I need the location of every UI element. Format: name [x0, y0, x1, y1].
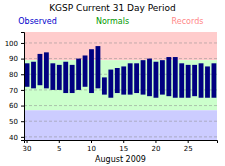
annotation: Records — [172, 17, 204, 26]
tick: 60 — [9, 102, 24, 110]
tick-mark — [21, 74, 24, 75]
tick-mark — [123, 140, 124, 143]
tick-label: 10 — [87, 145, 96, 153]
tick: 80 — [9, 71, 24, 79]
grid-line — [24, 121, 217, 122]
bar — [160, 60, 165, 94]
bar — [89, 49, 94, 93]
tick-mark — [59, 140, 60, 143]
tick-label: 60 — [9, 102, 18, 110]
tick: 30 — [23, 140, 32, 153]
tick-label: 30 — [23, 145, 32, 153]
tick-mark — [21, 90, 24, 91]
bar — [192, 65, 197, 96]
tick-mark — [21, 106, 24, 107]
y-axis: 40 50 60 70 80 90 100 — [5, 33, 25, 142]
bar — [186, 65, 191, 98]
tick: 15 — [119, 140, 128, 153]
bar — [44, 52, 49, 88]
bar — [57, 65, 62, 90]
annotation: Observed — [18, 17, 57, 26]
x-axis-title: August 2009 — [95, 155, 146, 164]
tick: 40 — [9, 134, 24, 142]
tick-label: 20 — [151, 145, 160, 153]
tick: 100 — [5, 40, 24, 48]
band — [24, 60, 217, 110]
bar — [212, 63, 217, 97]
tick-mark — [91, 140, 92, 143]
tick-label: 100 — [5, 40, 18, 48]
tick: 90 — [9, 55, 24, 63]
bar — [70, 65, 75, 93]
bar — [128, 63, 133, 94]
bar — [121, 66, 126, 94]
axis-line — [25, 141, 218, 144]
bar — [147, 59, 152, 97]
bar — [76, 59, 81, 90]
bar — [25, 63, 30, 86]
tick-label: 90 — [9, 55, 18, 63]
bar — [154, 62, 159, 98]
tick-mark — [21, 43, 24, 44]
bar — [173, 57, 178, 98]
tick-mark — [188, 140, 189, 143]
tick: 70 — [9, 87, 24, 95]
grid-line — [24, 105, 217, 106]
tick-label: 40 — [9, 134, 18, 142]
band — [24, 32, 217, 60]
bar — [134, 63, 139, 93]
tick-mark — [21, 121, 24, 122]
tick-label: 15 — [119, 145, 128, 153]
x-axis: 30 5 10 15 20 25 — [23, 140, 218, 153]
bar — [96, 46, 101, 88]
grid-line — [24, 136, 217, 137]
bar — [38, 54, 43, 85]
plot-area — [24, 32, 217, 140]
tick-mark — [21, 137, 24, 138]
title: KGSP Current 31 Day Period — [49, 3, 176, 13]
tick: 20 — [151, 140, 160, 153]
tick-label: 80 — [9, 71, 18, 79]
tick: 25 — [184, 140, 193, 153]
tick-label: 50 — [9, 118, 18, 126]
bar — [102, 77, 107, 94]
tick-mark — [21, 59, 24, 60]
grid-line — [24, 42, 217, 43]
bar — [115, 68, 120, 93]
bar — [179, 63, 184, 97]
chart: 40 50 60 70 80 90 100 30 5 10 15 20 25 August 2009 KGS… — [0, 0, 225, 166]
bar — [141, 60, 146, 94]
axis-line — [21, 33, 25, 141]
tick-label: 5 — [57, 145, 61, 153]
bar — [63, 62, 68, 93]
band — [24, 110, 217, 140]
tick-label: 70 — [9, 87, 18, 95]
bar — [83, 55, 88, 86]
bar — [50, 63, 55, 90]
bar — [108, 70, 113, 98]
tick-label: 25 — [184, 145, 193, 153]
annotation: Normals — [96, 17, 129, 26]
bar — [166, 57, 171, 96]
tick: 5 — [57, 140, 61, 153]
tick-mark — [155, 140, 156, 143]
tick: 50 — [9, 118, 24, 126]
bar — [205, 66, 210, 97]
bar — [31, 62, 36, 89]
tick-mark — [27, 140, 28, 143]
bar — [199, 63, 204, 97]
grid-line — [24, 58, 217, 59]
tick: 10 — [87, 140, 96, 153]
